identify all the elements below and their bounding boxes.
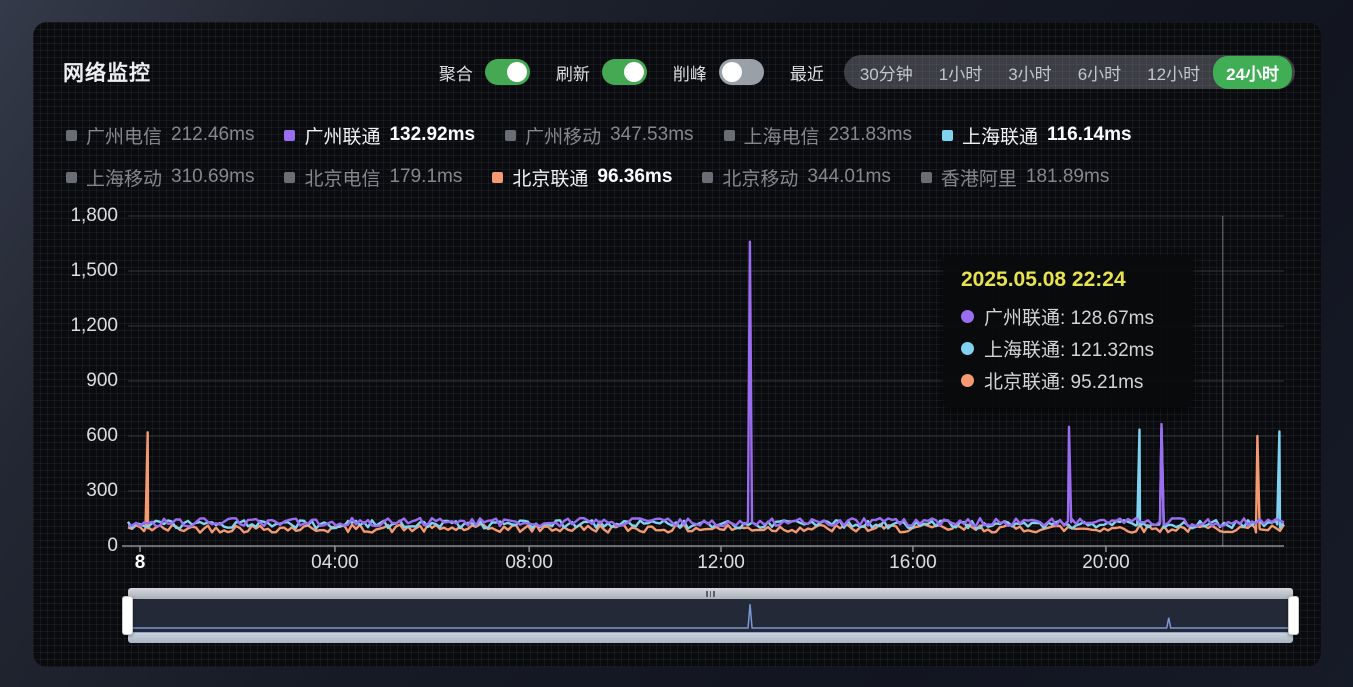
x-axis-tick-label: 20:00 <box>1082 552 1130 573</box>
legend-item-beijing-telecom[interactable]: 北京电信 179.1ms <box>284 164 462 191</box>
legend-value: 347.53ms <box>610 124 694 145</box>
legend-marker <box>66 129 77 141</box>
chart-tooltip: 2025.05.08 22:24 广州联通: 128.67ms 上海联通: 12… <box>943 255 1193 408</box>
peak-shave-toggle-label: 削峰 <box>672 64 707 84</box>
datazoom-move-bar[interactable] <box>128 588 1293 599</box>
tooltip-row: 北京联通: 95.21ms <box>961 364 1175 396</box>
range-6h-button[interactable]: 6小时 <box>1077 64 1122 84</box>
legend-row-2: 上海移动 310.69ms 北京电信 179.1ms 北京联通 96.36ms 北京移… <box>66 156 1301 198</box>
legend-item-beijing-mobile[interactable]: 北京移动 344.01ms <box>702 164 891 191</box>
legend-marker <box>492 171 504 183</box>
legend-item-shanghai-unicom[interactable]: 上海联通 116.14ms <box>942 122 1132 149</box>
minimap-line <box>129 604 1292 629</box>
tooltip-value: 北京联通: 95.21ms <box>984 371 1144 393</box>
legend-name: 广州电信 <box>86 126 163 148</box>
series-dot-icon <box>961 373 974 387</box>
legend-marker <box>702 171 714 183</box>
refresh-toggle-label: 刷新 <box>555 64 590 84</box>
legend-value: 310.69ms <box>171 166 255 187</box>
legend-value: 231.83ms <box>828 124 912 145</box>
legend-name: 北京联通 <box>512 168 589 190</box>
x-axis-tick-label: 12:00 <box>697 552 745 573</box>
aggregate-toggle[interactable] <box>484 59 530 85</box>
network-monitor-panel: 网络监控 聚合 刷新 削峰 最近 30分钟 1小时 3小时 6小时 12小时 2… <box>33 22 1321 667</box>
legend-marker <box>723 129 735 141</box>
legend: 广州电信 212.46ms 广州联通 132.92ms 广州移动 347.53ms 上… <box>66 114 1301 198</box>
legend-marker <box>66 171 77 183</box>
x-axis-tick-label: 8 <box>134 552 146 573</box>
y-axis-tick-label: 0 <box>107 535 118 556</box>
tooltip-row: 广州联通: 128.67ms <box>961 300 1175 332</box>
legend-item-hongkong-ali[interactable]: 香港阿里 181.89ms <box>920 164 1110 191</box>
series-dot-icon <box>961 309 974 323</box>
refresh-toggle[interactable] <box>601 59 647 85</box>
page-title: 网络监控 <box>63 62 151 85</box>
recent-label: 最近 <box>789 64 824 84</box>
tooltip-value: 上海联通: 121.32ms <box>984 339 1154 361</box>
toggle-knob <box>623 62 644 82</box>
datazoom-slider[interactable] <box>122 588 1299 643</box>
time-range-group: 30分钟 1小时 3小时 6小时 12小时 24小时 <box>843 55 1295 89</box>
series-line-上海联通 <box>126 426 1285 530</box>
legend-value: 179.1ms <box>389 166 463 187</box>
y-axis-tick-label: 1,800 <box>70 205 118 226</box>
legend-name: 香港阿里 <box>940 168 1017 190</box>
legend-marker <box>284 171 296 183</box>
header-controls: 聚合 刷新 削峰 最近 30分钟 1小时 3小时 6小时 12小时 24小时 <box>425 55 1295 89</box>
legend-name: 北京电信 <box>304 168 381 190</box>
legend-value: 132.92ms <box>389 124 476 145</box>
legend-value: 212.46ms <box>171 124 255 145</box>
legend-name: 北京移动 <box>722 168 799 190</box>
legend-value: 96.36ms <box>597 166 673 187</box>
aggregate-toggle-label: 聚合 <box>438 64 473 84</box>
peak-shave-toggle[interactable] <box>718 59 764 85</box>
series-line-北京联通 <box>127 431 1286 534</box>
datazoom-right-handle[interactable] <box>1288 596 1299 635</box>
y-axis-tick-label: 900 <box>86 370 118 391</box>
series-dot-icon <box>961 341 974 355</box>
legend-row-1: 广州电信 212.46ms 广州联通 132.92ms 广州移动 347.53ms 上… <box>66 114 1301 156</box>
x-axis-tick-label: 04:00 <box>311 552 359 573</box>
legend-value: 344.01ms <box>807 166 891 187</box>
range-24h-button[interactable]: 24小时 <box>1213 55 1292 89</box>
datazoom-bottom-bar <box>128 632 1293 643</box>
legend-item-guangzhou-unicom[interactable]: 广州联通 132.92ms <box>284 122 475 149</box>
x-axis-tick-label: 08:00 <box>505 552 553 573</box>
y-axis-tick-label: 300 <box>86 480 118 501</box>
header: 网络监控 聚合 刷新 削峰 最近 30分钟 1小时 3小时 6小时 12小时 2… <box>63 52 1295 92</box>
legend-name: 广州移动 <box>525 126 602 148</box>
datazoom-left-handle[interactable] <box>122 596 133 635</box>
datazoom-minimap <box>129 604 1292 629</box>
legend-marker <box>942 129 953 141</box>
range-12h-button[interactable]: 12小时 <box>1147 64 1201 84</box>
legend-value: 116.14ms <box>1047 124 1132 145</box>
legend-item-shanghai-mobile[interactable]: 上海移动 310.69ms <box>66 164 254 191</box>
y-axis-tick-label: 600 <box>86 425 118 446</box>
range-3h-button[interactable]: 3小时 <box>1008 64 1052 84</box>
legend-name: 上海联通 <box>962 126 1039 148</box>
toggle-knob <box>721 62 742 82</box>
drag-grip-icon <box>706 590 715 597</box>
legend-marker <box>505 129 517 141</box>
toggle-knob <box>506 62 527 82</box>
range-30min-button[interactable]: 30分钟 <box>859 64 913 84</box>
legend-item-shanghai-telecom[interactable]: 上海电信 231.83ms <box>723 122 912 149</box>
legend-name: 广州联通 <box>304 126 381 148</box>
range-1h-button[interactable]: 1小时 <box>938 64 983 84</box>
legend-name: 上海电信 <box>743 126 820 148</box>
tooltip-timestamp: 2025.05.08 22:24 <box>961 268 1126 291</box>
tooltip-row: 上海联通: 121.32ms <box>961 332 1175 364</box>
legend-name: 上海移动 <box>86 168 163 190</box>
legend-item-guangzhou-mobile[interactable]: 广州移动 347.53ms <box>505 122 694 149</box>
x-axis-tick-label: 16:00 <box>889 552 937 573</box>
legend-marker <box>284 129 296 141</box>
y-axis-tick-label: 1,500 <box>70 260 118 281</box>
y-axis-tick-label: 1,200 <box>70 315 118 336</box>
legend-item-guangzhou-telecom[interactable]: 广州电信 212.46ms <box>66 122 254 149</box>
legend-item-beijing-unicom[interactable]: 北京联通 96.36ms <box>492 164 672 191</box>
legend-value: 181.89ms <box>1025 166 1110 187</box>
tooltip-value: 广州联通: 128.67ms <box>984 307 1154 329</box>
legend-marker <box>920 171 932 183</box>
datazoom-window[interactable] <box>128 599 1293 632</box>
